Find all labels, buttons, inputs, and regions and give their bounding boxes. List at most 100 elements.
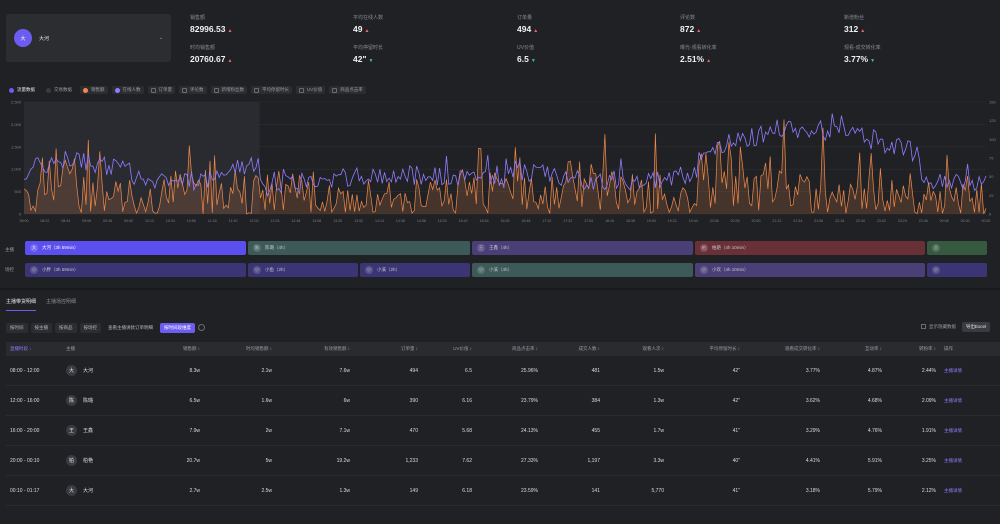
column-header[interactable]: 订单量 ↕ bbox=[401, 346, 418, 351]
table-cell: 27.33% bbox=[521, 457, 538, 464]
column-header[interactable]: 直播时段 ↓ bbox=[10, 346, 32, 351]
avatar: 小 bbox=[700, 266, 708, 274]
filter-button[interactable]: 查看主播讲款订单明细 bbox=[108, 324, 153, 330]
tab-traffic-data[interactable]: 流量数据 bbox=[6, 86, 38, 94]
stat-value: 42" ▼ bbox=[353, 54, 493, 64]
table-cell: 1.91% bbox=[921, 427, 936, 434]
column-header[interactable]: 转粉率 ↕ bbox=[919, 346, 936, 351]
anchor-detail-link[interactable]: 主播详情 bbox=[944, 397, 962, 403]
table-cell: 3.77% bbox=[805, 367, 820, 374]
legend-tab-label: 流量数据 bbox=[17, 87, 35, 92]
anchor-detail-link[interactable]: 主播详情 bbox=[944, 457, 962, 463]
x-tick: 16:26 bbox=[501, 219, 510, 223]
column-header[interactable]: 互动率 ↕ bbox=[865, 346, 882, 351]
stat-value: 49 ▲ bbox=[353, 24, 493, 34]
stat-value: 2.51% ▲ bbox=[680, 54, 820, 64]
filter-button[interactable]: 按主播 bbox=[30, 322, 52, 333]
column-header[interactable]: UV价值 ↕ bbox=[453, 346, 472, 351]
stat-card: 平均在线人数 49 ▲ bbox=[353, 14, 493, 34]
timeline-segment[interactable]: 小小鱼（2h） bbox=[248, 263, 358, 277]
column-header[interactable]: 时均销售额 ↕ bbox=[246, 346, 272, 351]
timeline-segment[interactable]: 大 bbox=[927, 241, 987, 255]
timeline-segment[interactable]: 小小欢（4h 10min） bbox=[695, 263, 925, 277]
filter-button[interactable]: 按时间段维度 bbox=[160, 322, 195, 333]
legend-items: 销售额 在线人数 订单量 评论数 新增粉丝数 平均停留时长 UV价值 商品点击率 bbox=[80, 86, 366, 94]
legend-color-icon bbox=[83, 87, 88, 93]
timeline-segment[interactable]: 小小溪（2h） bbox=[360, 263, 470, 277]
column-header[interactable]: 销售额 ↕ bbox=[183, 346, 200, 351]
table-header: 直播时段 ↓ 主播 销售额 ↕ 时均销售额 ↕ 有效销售额 ↕ 订单量 ↕ UV价值 ↕ 商品… bbox=[6, 342, 1000, 356]
legend-item[interactable]: 订单量 bbox=[147, 86, 175, 94]
trend-down-icon: ▼ bbox=[368, 58, 374, 64]
column-header[interactable]: 主播 bbox=[66, 346, 75, 351]
tab-trade-data[interactable]: 交易数据 bbox=[43, 86, 75, 94]
timeline-segment[interactable]: 大大河（3h 59min） bbox=[25, 241, 246, 255]
legend-item[interactable]: 在线人数 bbox=[111, 86, 144, 94]
column-header[interactable]: 观看成交转化率 ↕ bbox=[785, 346, 820, 351]
table-cell: 3.25% bbox=[921, 457, 936, 464]
stat-label: 评论数 bbox=[680, 15, 696, 21]
timeline-segment[interactable]: 小小溪（4h） bbox=[472, 263, 693, 277]
tab-controller-detail[interactable]: 主播场控明细 bbox=[46, 299, 77, 305]
stat-number: 3.77% bbox=[844, 54, 869, 64]
column-header[interactable]: 商品点击率 ↕ bbox=[512, 346, 538, 351]
avatar: 大 bbox=[14, 29, 32, 47]
stat-number: 42" bbox=[353, 54, 367, 64]
filter-button[interactable]: 按场控 bbox=[79, 322, 101, 333]
column-header[interactable]: 平均停留时长 ↕ bbox=[709, 346, 741, 351]
show-hidden-toggle[interactable]: 显示隐藏数据 bbox=[920, 324, 956, 330]
anchor-detail-link[interactable]: 主播详情 bbox=[944, 367, 962, 373]
timeline-segment[interactable]: 柏柏艳（4h 10min） bbox=[695, 241, 925, 255]
info-icon[interactable] bbox=[198, 324, 205, 331]
table-cell: 390 bbox=[409, 397, 418, 404]
table-cell: 12:00 - 16:00 bbox=[10, 397, 40, 404]
timeline-segment[interactable]: 小 bbox=[927, 263, 987, 277]
segment-label: 小溪（4h） bbox=[489, 267, 513, 272]
timeline-segment[interactable]: 王王鑫（4h） bbox=[472, 241, 693, 255]
column-header[interactable]: 操作 bbox=[944, 346, 953, 351]
x-tick: 10:34 bbox=[166, 219, 175, 223]
avatar: 小 bbox=[932, 266, 940, 274]
anchor-selector[interactable]: 大 大河 ⌄ bbox=[6, 14, 171, 62]
legend-item[interactable]: 销售额 bbox=[80, 86, 108, 94]
avatar: 大 bbox=[66, 365, 77, 376]
legend-item[interactable]: 平均停留时长 bbox=[251, 86, 292, 94]
table-row[interactable]: 20:00 - 00:10 柏柏艳 20.7w 5w 19.2w 1,233 7.62 27.… bbox=[6, 446, 1000, 476]
tab-anchor-detail[interactable]: 主播带货明细 bbox=[6, 298, 37, 311]
table-cell: 494 bbox=[409, 367, 418, 374]
table-cell: 5w bbox=[265, 457, 272, 464]
column-header[interactable]: 观看人次 ↕ bbox=[642, 346, 665, 351]
table-cell: 1.3w bbox=[339, 487, 350, 494]
table-row[interactable]: 08:00 - 12:00 大大河 8.3w 2.1w 7.6w 494 6.5 25.96%… bbox=[6, 356, 1000, 386]
legend-item[interactable]: 评论数 bbox=[179, 86, 207, 94]
timeline-segment[interactable]: 陈陈璐（4h） bbox=[248, 241, 470, 255]
table-row[interactable]: 00:10 - 01:17 大大河 2.7w 2.5w 1.3w 149 6.18 23.59… bbox=[6, 476, 1000, 506]
x-tick: 14:14 bbox=[375, 219, 384, 223]
traffic-line-chart[interactable]: 2,500 2,000 1,500 1,000 500 0 150 125 100 75 50 25 0… bbox=[0, 96, 1000, 236]
trend-down-icon: ▼ bbox=[530, 58, 536, 64]
stat-value: 3.77% ▼ bbox=[844, 54, 984, 64]
legend-item[interactable]: 商品点击率 bbox=[329, 86, 366, 94]
filter-button[interactable]: 按时间 bbox=[6, 322, 28, 333]
table-cell: 20:00 - 00:10 bbox=[10, 457, 40, 464]
table-cell: 16:00 - 20:00 bbox=[10, 427, 40, 434]
timeline-segment[interactable]: 小小胖（3h 59min） bbox=[25, 263, 246, 277]
column-header[interactable]: 成交人数 ↕ bbox=[578, 346, 601, 351]
trend-up-icon: ▲ bbox=[860, 28, 866, 34]
table-row[interactable]: 16:00 - 20:00 王王鑫 7.9w 2w 7.1w 470 5.68 24.13% 4… bbox=[6, 416, 1000, 446]
legend-color-icon bbox=[114, 87, 120, 93]
export-excel-button[interactable]: 导出Excel bbox=[961, 322, 990, 332]
table-cell: 大大河 bbox=[62, 365, 142, 376]
anchor-detail-link[interactable]: 主播详情 bbox=[944, 487, 962, 493]
table-cell: 7.1w bbox=[339, 427, 350, 434]
chevron-down-icon[interactable]: ⌄ bbox=[158, 35, 163, 41]
table-cell: 1.6w bbox=[261, 397, 272, 404]
legend-item[interactable]: 新增粉丝数 bbox=[210, 86, 247, 94]
table-row[interactable]: 12:00 - 16:00 陈陈璐 6.5w 1.6w 6w 390 6.16 23.79% 3… bbox=[6, 386, 1000, 416]
stat-card: 订单量 494 ▲ bbox=[517, 14, 657, 34]
legend-item[interactable]: UV价值 bbox=[296, 86, 326, 94]
filter-button[interactable]: 按商品 bbox=[55, 322, 77, 333]
checkbox-icon bbox=[150, 87, 156, 93]
column-header[interactable]: 有效销售额 ↕ bbox=[324, 346, 350, 351]
anchor-detail-link[interactable]: 主播详情 bbox=[944, 427, 962, 433]
